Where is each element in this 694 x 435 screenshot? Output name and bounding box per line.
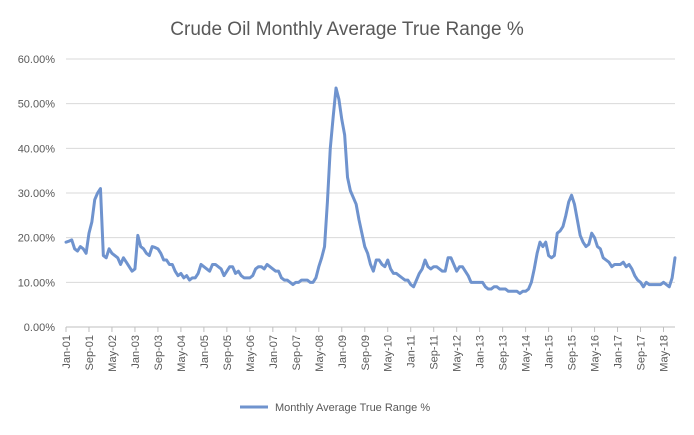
x-tick-label: May-14 xyxy=(521,335,533,372)
x-axis-ticks: Jan-01 Sep-01 May-02 Jan-03 Sep-03 May-04 Jan-… xyxy=(61,327,671,372)
y-tick-label: 50.00% xyxy=(18,99,56,111)
x-tick-label: Sep-01 xyxy=(84,335,96,370)
legend-label: Monthly Average True Range % xyxy=(275,402,430,414)
chart-title: Crude Oil Monthly Average True Range % xyxy=(170,19,524,40)
series-layer xyxy=(64,86,677,295)
x-tick-label: Jan-17 xyxy=(613,335,625,369)
x-tick-label: Jan-07 xyxy=(268,335,280,369)
x-tick-label: May-12 xyxy=(452,335,464,372)
x-tick-label: Sep-03 xyxy=(153,335,165,370)
x-tick-label: Sep-05 xyxy=(222,335,234,370)
series-line-monthly-average-true-range xyxy=(64,86,677,295)
x-tick-label: Jan-11 xyxy=(406,335,418,368)
x-tick-label: May-16 xyxy=(590,335,602,372)
x-tick-label: Sep-15 xyxy=(567,335,579,370)
y-tick-label: 0.00% xyxy=(24,322,55,334)
x-tick-label: May-04 xyxy=(176,335,188,372)
x-tick-label: Jan-09 xyxy=(337,335,349,369)
x-tick-label: Jan-15 xyxy=(544,335,556,369)
y-axis-ticks: 0.00% 10.00% 20.00% 30.00% 40.00% 50.00% 60.00… xyxy=(18,54,56,334)
legend: Monthly Average True Range % xyxy=(240,402,430,414)
x-tick-label: Sep-09 xyxy=(360,335,372,370)
gridlines xyxy=(66,58,675,283)
x-tick-label: Sep-13 xyxy=(498,335,510,370)
x-tick-label: Sep-07 xyxy=(291,335,303,370)
x-tick-label: May-18 xyxy=(659,335,671,372)
x-tick-label: Jan-13 xyxy=(475,335,487,369)
x-tick-label: May-06 xyxy=(245,335,257,372)
x-tick-label: May-02 xyxy=(107,335,119,372)
y-tick-label: 60.00% xyxy=(18,54,56,66)
x-tick-label: Sep-17 xyxy=(636,335,648,370)
y-tick-label: 40.00% xyxy=(18,143,56,155)
x-tick-label: Jan-05 xyxy=(199,335,211,369)
x-tick-label: Jan-03 xyxy=(130,335,142,369)
y-tick-label: 20.00% xyxy=(18,233,56,245)
y-tick-label: 30.00% xyxy=(18,188,56,200)
y-tick-label: 10.00% xyxy=(18,277,56,289)
x-tick-label: Sep-11 xyxy=(429,335,441,370)
x-tick-label: Jan-01 xyxy=(61,335,73,369)
x-tick-label: May-10 xyxy=(383,335,395,372)
x-tick-label: May-08 xyxy=(314,335,326,372)
